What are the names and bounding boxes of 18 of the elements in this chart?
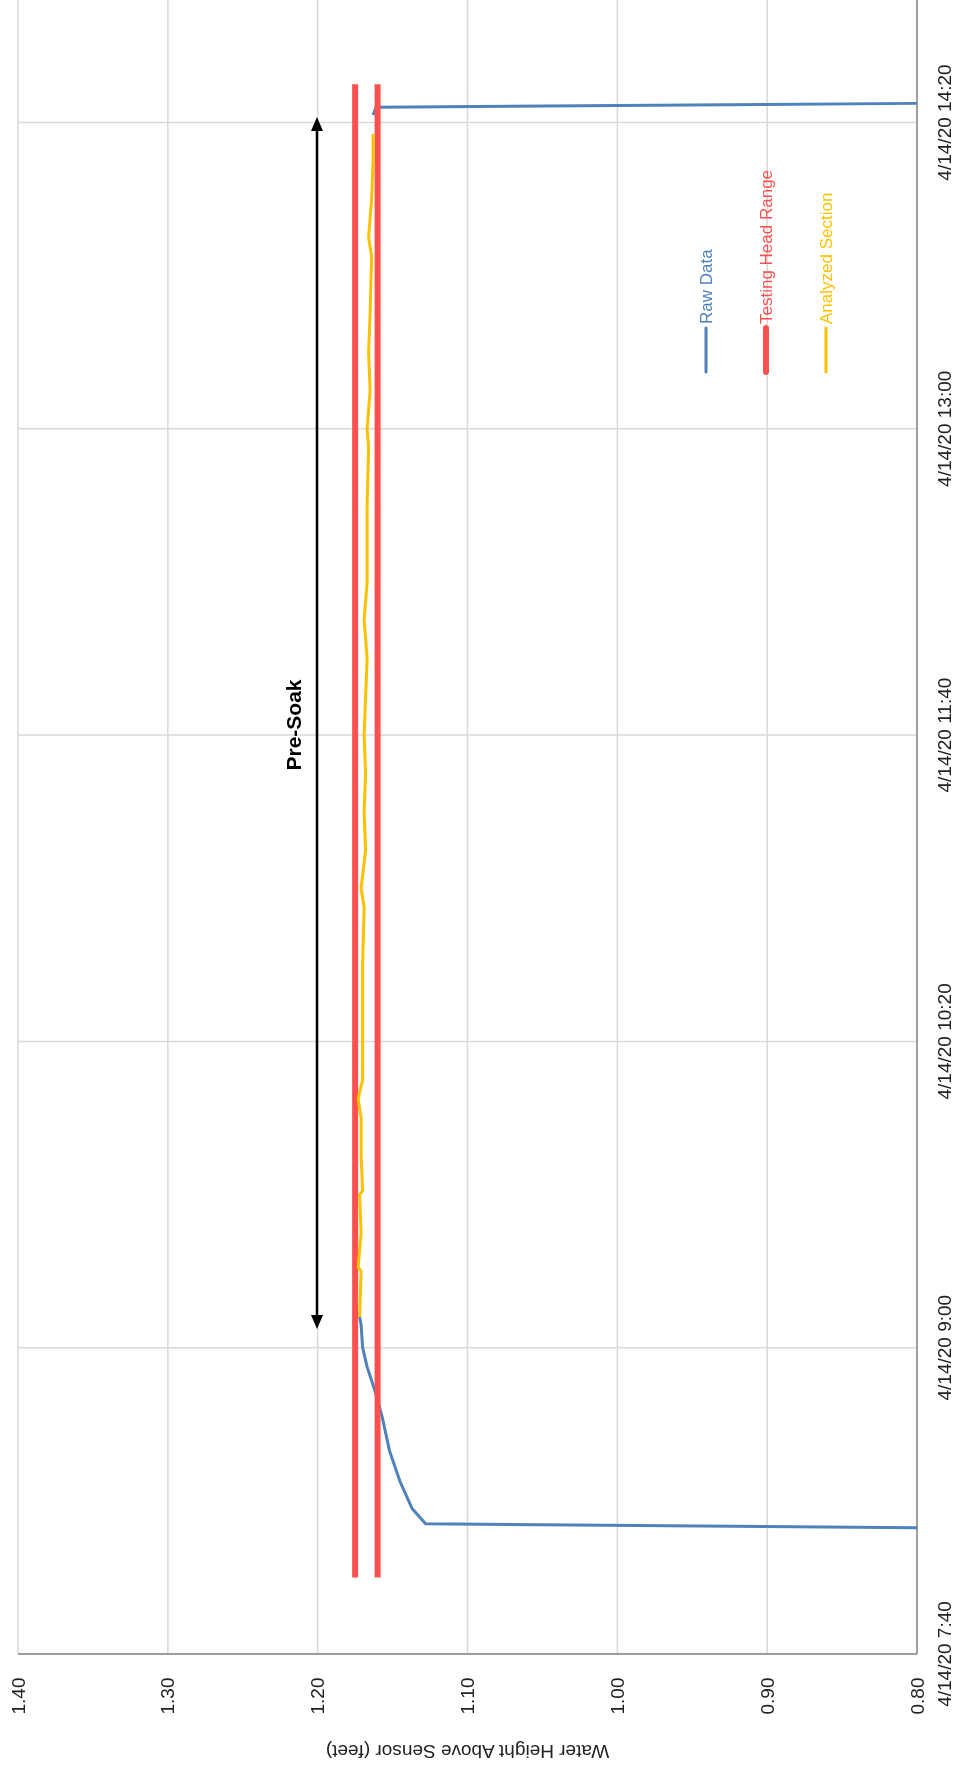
y-tick-label: 4/14/20 10:20 (934, 983, 955, 1100)
y-tick-label: 4/14/20 11:40 (934, 677, 955, 793)
text: Analyzed Section (816, 192, 836, 324)
y-tick-label: 4/14/20 7:40 (934, 1601, 955, 1707)
y-tick-label: 4/14/20 13:00 (934, 370, 955, 487)
x-tick-label: 1.30 (157, 1677, 179, 1715)
x-tick-label: 0.80 (906, 1677, 928, 1715)
x-tick-label: 1.20 (307, 1677, 329, 1715)
x-tick-label: 0.90 (756, 1677, 778, 1715)
y-tick-label: 4/14/20 14:20 (934, 64, 955, 181)
x-tick-label: 1.10 (457, 1677, 479, 1715)
x-tick-label: 1.00 (606, 1677, 628, 1715)
y-tick-label: 4/14/20 9:00 (934, 1294, 955, 1401)
x-axis-title: Water Height Above Sensor (feet) (325, 1741, 610, 1762)
text: Testing Head Range (756, 169, 776, 324)
annotation: Pre-Soak (282, 679, 305, 771)
text: Raw Data (696, 248, 716, 324)
x-tick-label: 1.40 (7, 1677, 29, 1715)
